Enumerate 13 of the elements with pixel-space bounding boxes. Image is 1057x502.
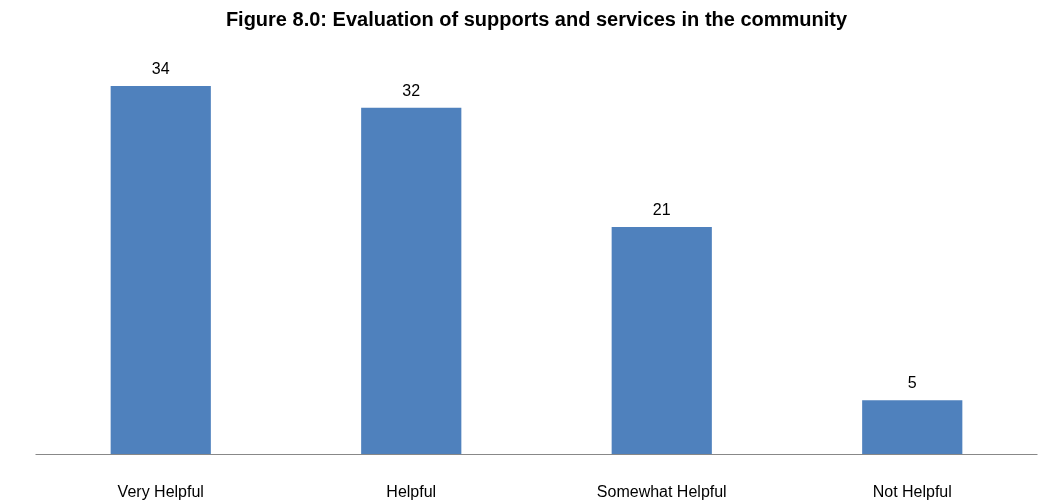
x-tick-label: Somewhat Helpful (596, 482, 727, 500)
chart-title: Figure 8.0: Evaluation of supports and services in the community (225, 7, 848, 30)
x-tick-label: Very Helpful (117, 482, 204, 500)
data-label: 21 (652, 200, 671, 218)
data-label: 34 (151, 60, 170, 78)
data-label: 5 (907, 374, 917, 392)
bar (361, 107, 462, 455)
bar (862, 400, 963, 455)
x-tick-label: Helpful (386, 482, 437, 500)
data-label: 32 (402, 81, 421, 99)
x-tick-label: Not Helpful (872, 482, 952, 500)
bar (611, 226, 712, 455)
bar (110, 86, 211, 455)
